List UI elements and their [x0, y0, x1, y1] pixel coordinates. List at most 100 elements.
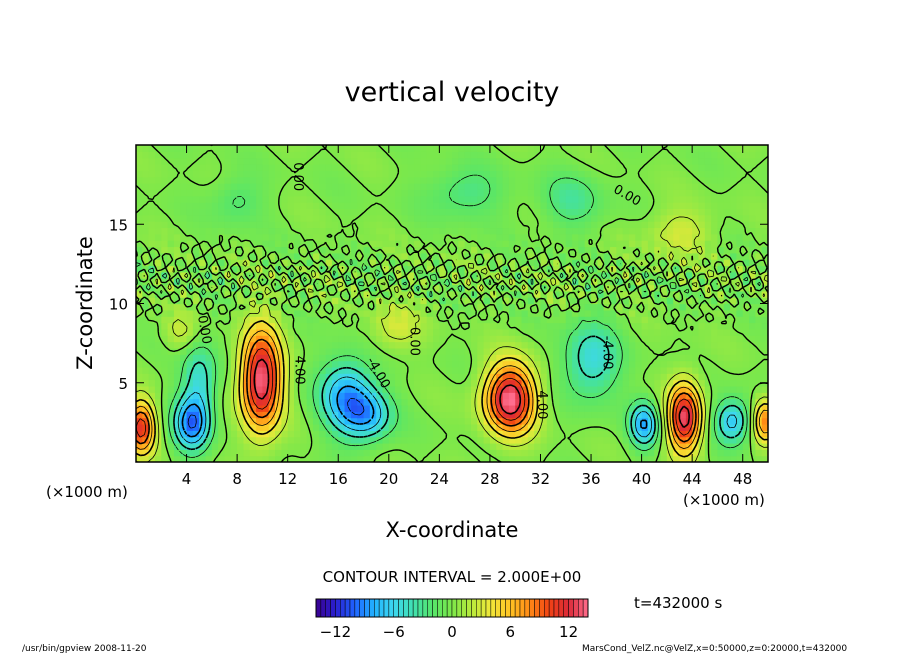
heatmap-cell: [173, 347, 181, 355]
heatmap-cell: [256, 151, 263, 159]
heatmap-cell: [755, 373, 763, 381]
heatmap-cell: [401, 284, 409, 292]
heatmap-cell: [553, 278, 561, 286]
heatmap-cell: [527, 379, 535, 387]
heatmap-cell: [154, 164, 162, 171]
heatmap-cell: [698, 176, 706, 184]
heatmap-cell: [502, 284, 510, 292]
heatmap-cell: [502, 290, 510, 298]
heatmap-cell: [388, 214, 396, 222]
heatmap-cell: [452, 455, 459, 462]
heatmap-cell: [275, 379, 282, 387]
heatmap-cell: [546, 265, 554, 273]
heatmap-cell: [654, 404, 662, 412]
heatmap-cell: [173, 398, 181, 406]
heatmap-cell: [622, 309, 630, 317]
heatmap-cell: [167, 417, 175, 425]
heatmap-cell: [173, 164, 181, 171]
heatmap-cell: [553, 385, 561, 393]
heatmap-cell: [426, 385, 434, 393]
heatmap-cell: [628, 183, 636, 190]
heatmap-cell: [565, 202, 573, 209]
heatmap-cell: [749, 176, 756, 184]
heatmap-cell: [357, 284, 365, 292]
heatmap-cell: [464, 183, 472, 190]
heatmap-cell: [489, 202, 497, 209]
heatmap-cell: [154, 290, 162, 298]
heatmap-cell: [610, 309, 617, 317]
heatmap-cell: [294, 392, 301, 400]
heatmap-cell: [692, 309, 700, 317]
heatmap-cell: [300, 145, 308, 152]
heatmap-cell: [312, 227, 320, 235]
heatmap-cell: [527, 354, 535, 362]
heatmap-cell: [319, 157, 327, 165]
heatmap-cell: [287, 183, 295, 190]
heatmap-cell: [211, 404, 219, 412]
heatmap-cell: [477, 417, 485, 425]
heatmap-cell: [142, 347, 150, 355]
heatmap-cell: [287, 423, 295, 431]
heatmap-cell: [350, 233, 358, 241]
heatmap-cell: [249, 373, 257, 381]
heatmap-cell: [742, 208, 750, 216]
heatmap-cell: [199, 259, 207, 267]
heatmap-cell: [673, 240, 681, 248]
heatmap-cell: [382, 404, 390, 412]
heatmap-cell: [142, 227, 150, 235]
heatmap-cell: [199, 208, 207, 216]
heatmap-cell: [262, 259, 270, 267]
heatmap-cell: [331, 417, 339, 425]
heatmap-cell: [660, 246, 668, 254]
heatmap-cell: [749, 442, 756, 450]
heatmap-cell: [736, 436, 744, 444]
heatmap-cell: [616, 259, 624, 267]
heatmap-cell: [597, 164, 605, 171]
heatmap-cell: [256, 195, 263, 203]
heatmap-cell: [262, 176, 270, 184]
heatmap-cell: [749, 417, 756, 425]
heatmap-cell: [243, 195, 251, 203]
heatmap-cell: [470, 227, 478, 235]
heatmap-cell: [692, 202, 700, 209]
heatmap-cell: [420, 176, 428, 184]
heatmap-cell: [534, 411, 542, 419]
heatmap-cell: [154, 385, 162, 393]
heatmap-cell: [603, 379, 611, 387]
heatmap-cell: [306, 417, 314, 425]
heatmap-cell: [382, 347, 390, 355]
heatmap-cell: [635, 208, 643, 216]
heatmap-cell: [553, 221, 561, 229]
heatmap-cell: [489, 379, 497, 387]
heatmap-cell: [515, 176, 523, 184]
heatmap-cell: [186, 157, 194, 165]
heatmap-cell: [142, 208, 150, 216]
heatmap-cell: [395, 411, 403, 419]
heatmap-cell: [704, 183, 712, 190]
heatmap-cell: [142, 392, 150, 400]
heatmap-cell: [256, 284, 263, 292]
heatmap-cell: [654, 240, 662, 248]
heatmap-cell: [376, 265, 384, 273]
heatmap-cell: [395, 322, 403, 330]
heatmap-cell: [325, 170, 333, 178]
heatmap-cell: [401, 252, 409, 260]
heatmap-cell: [534, 170, 542, 178]
heatmap-cell: [635, 417, 643, 425]
heatmap-cell: [445, 373, 453, 381]
heatmap-cell: [679, 417, 687, 425]
heatmap-cell: [470, 176, 478, 184]
heatmap-cell: [717, 392, 725, 400]
heatmap-cell: [578, 145, 586, 152]
heatmap-cell: [666, 240, 674, 248]
heatmap-cell: [136, 278, 143, 286]
heatmap-cell: [376, 316, 384, 324]
heatmap-cell: [666, 246, 674, 254]
heatmap-cell: [249, 157, 257, 165]
heatmap-cell: [445, 430, 453, 438]
heatmap-cell: [180, 417, 188, 425]
heatmap-cell: [477, 303, 485, 311]
heatmap-cell: [154, 347, 162, 355]
heatmap-cell: [433, 303, 440, 311]
heatmap-cell: [275, 246, 282, 254]
